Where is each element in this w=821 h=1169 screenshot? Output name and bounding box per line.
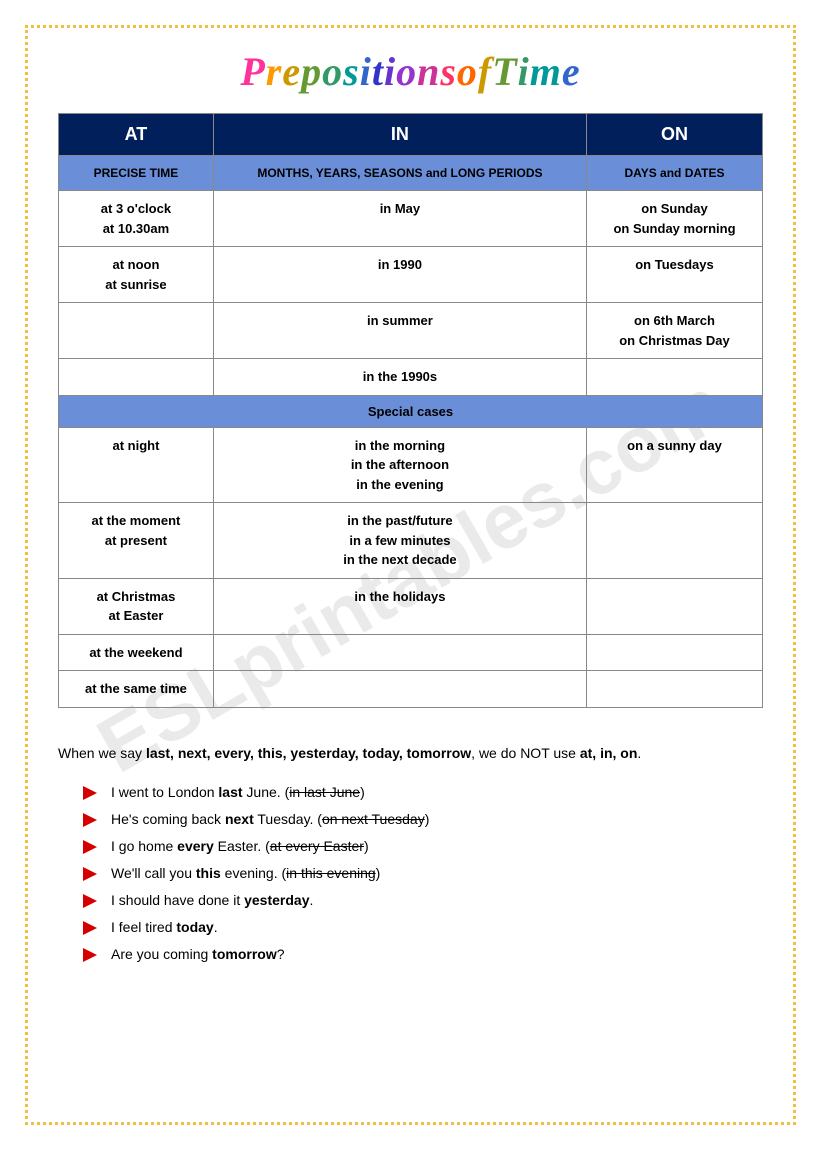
list-item: I feel tired today.: [83, 917, 763, 938]
header-at: AT: [59, 114, 214, 156]
arrow-icon: [83, 786, 97, 800]
subheader-on: DAYS and DATES: [586, 156, 762, 191]
cell-at: at night: [59, 427, 214, 503]
list-item: He's coming back next Tuesday. (on next …: [83, 809, 763, 830]
cell-in: in the morningin the afternoonin the eve…: [213, 427, 586, 503]
table-row: at nightin the morningin the afternoonin…: [59, 427, 763, 503]
special-cases-row: Special cases: [59, 395, 763, 427]
arrow-icon: [83, 948, 97, 962]
page-title: Prepositions of Time: [58, 48, 763, 95]
header-in: IN: [213, 114, 586, 156]
table-header-row: AT IN ON: [59, 114, 763, 156]
table-row: in summeron 6th Marchon Christmas Day: [59, 303, 763, 359]
cell-at: [59, 303, 214, 359]
cell-on: [586, 578, 762, 634]
cell-in: [213, 634, 586, 671]
arrow-icon: [83, 921, 97, 935]
cell-at: at Christmasat Easter: [59, 578, 214, 634]
examples-list: I went to London last June. (in last Jun…: [58, 782, 763, 965]
subheader-at: PRECISE TIME: [59, 156, 214, 191]
cell-in: [213, 671, 586, 708]
subheader-in: MONTHS, YEARS, SEASONS and LONG PERIODS: [213, 156, 586, 191]
cell-at: at noonat sunrise: [59, 247, 214, 303]
note-block: When we say last, next, every, this, yes…: [58, 743, 763, 965]
prepositions-table: AT IN ON PRECISE TIME MONTHS, YEARS, SEA…: [58, 113, 763, 708]
cell-at: at the weekend: [59, 634, 214, 671]
cell-in: in the holidays: [213, 578, 586, 634]
list-item: Are you coming tomorrow?: [83, 944, 763, 965]
list-item: I should have done it yesterday.: [83, 890, 763, 911]
table-row: at the weekend: [59, 634, 763, 671]
cell-at: at 3 o'clockat 10.30am: [59, 191, 214, 247]
cell-at: [59, 359, 214, 396]
cell-on: on a sunny day: [586, 427, 762, 503]
header-on: ON: [586, 114, 762, 156]
table-row: at Christmasat Easterin the holidays: [59, 578, 763, 634]
arrow-icon: [83, 813, 97, 827]
page-border: ESLprintables.com Prepositions of Time A…: [25, 25, 796, 1125]
title-wrap: Prepositions of Time: [58, 48, 763, 95]
table-subheader-row: PRECISE TIME MONTHS, YEARS, SEASONS and …: [59, 156, 763, 191]
arrow-icon: [83, 894, 97, 908]
list-item: We'll call you this evening. (in this ev…: [83, 863, 763, 884]
cell-on: on Tuesdays: [586, 247, 762, 303]
cell-on: on 6th Marchon Christmas Day: [586, 303, 762, 359]
cell-at: at the momentat present: [59, 503, 214, 579]
cell-in: in 1990: [213, 247, 586, 303]
table-row: in the 1990s: [59, 359, 763, 396]
list-item: I go home every Easter. (at every Easter…: [83, 836, 763, 857]
cell-on: [586, 359, 762, 396]
cell-on: [586, 634, 762, 671]
cell-in: in May: [213, 191, 586, 247]
table-row: at the same time: [59, 671, 763, 708]
table-row: at noonat sunrisein 1990on Tuesdays: [59, 247, 763, 303]
arrow-icon: [83, 840, 97, 854]
arrow-icon: [83, 867, 97, 881]
special-label: Special cases: [59, 395, 763, 427]
cell-in: in summer: [213, 303, 586, 359]
note-intro: When we say last, next, every, this, yes…: [58, 743, 763, 764]
cell-on: [586, 503, 762, 579]
table-row: at 3 o'clockat 10.30amin Mayon Sundayon …: [59, 191, 763, 247]
cell-in: in the 1990s: [213, 359, 586, 396]
table-row: at the momentat presentin the past/futur…: [59, 503, 763, 579]
cell-in: in the past/futurein a few minutesin the…: [213, 503, 586, 579]
cell-at: at the same time: [59, 671, 214, 708]
list-item: I went to London last June. (in last Jun…: [83, 782, 763, 803]
cell-on: [586, 671, 762, 708]
cell-on: on Sundayon Sunday morning: [586, 191, 762, 247]
